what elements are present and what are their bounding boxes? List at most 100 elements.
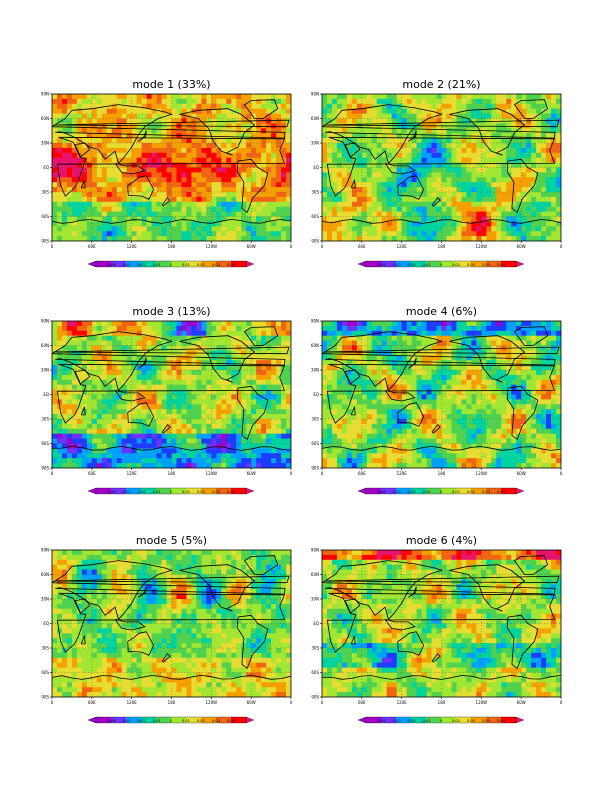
field-cell [441, 118, 448, 124]
field-cell [236, 221, 242, 227]
field-cell [261, 321, 267, 327]
field-cell [126, 206, 133, 213]
field-cell [541, 201, 547, 208]
field-cell [52, 340, 58, 347]
field-cell [356, 350, 363, 356]
field-cell [536, 98, 542, 105]
field-cell [271, 321, 277, 327]
field-cell [156, 216, 163, 222]
x-tick-label: 0 [321, 244, 324, 249]
field-cell [521, 201, 527, 208]
panel-title: mode 4 (6%) [406, 305, 477, 318]
field-cell [386, 335, 393, 342]
field-cell [261, 196, 267, 203]
field-cell [251, 138, 257, 144]
field-cell [226, 98, 232, 105]
field-cell [251, 463, 257, 468]
field-cell [186, 108, 193, 115]
field-cell [206, 414, 212, 420]
field-cell [391, 340, 398, 347]
field-cell [246, 221, 252, 227]
field-cell [156, 409, 163, 415]
field-cell [111, 321, 118, 327]
field-cell [551, 108, 557, 115]
field-cell [476, 206, 482, 213]
field-cell [121, 231, 128, 237]
field-cell [496, 138, 502, 144]
field-cell [541, 128, 547, 134]
field-cell [391, 236, 398, 241]
field-cell [86, 423, 93, 430]
field-cell [241, 428, 247, 435]
field-cell [136, 350, 143, 356]
field-cell [171, 157, 178, 164]
field-cell [286, 325, 291, 332]
field-cell [471, 113, 477, 120]
field-cell [371, 182, 378, 188]
field-cell [186, 192, 193, 198]
colorbar-arrow-right [245, 260, 255, 268]
field-cell [146, 409, 153, 415]
field-cell [116, 206, 123, 213]
field-cell [101, 177, 108, 183]
field-cell [221, 321, 227, 327]
field-cell [221, 133, 227, 139]
field-cell [52, 128, 58, 134]
field-cell [256, 463, 262, 468]
field-cell [101, 162, 108, 169]
field-cell [86, 355, 93, 361]
field-cell [236, 365, 242, 371]
field-cell [341, 113, 348, 120]
field-cell [161, 458, 168, 464]
y-tick-label: 90N [41, 92, 49, 97]
field-cell [276, 123, 282, 129]
field-cell [226, 221, 232, 227]
field-cell [551, 128, 557, 134]
field-cell [261, 404, 267, 410]
field-cell [366, 192, 373, 198]
field-cell [551, 206, 557, 213]
field-cell [111, 128, 118, 134]
field-cell [556, 325, 561, 332]
field-cell [536, 325, 542, 332]
field-cell [396, 201, 403, 208]
field-cell [286, 423, 291, 430]
field-cell [441, 157, 448, 164]
field-cell [81, 448, 88, 454]
field-cell [286, 123, 291, 129]
field-cell [176, 206, 183, 213]
field-cell [356, 236, 363, 241]
field-cell [146, 463, 153, 468]
field-cell [61, 143, 68, 149]
field-cell [231, 453, 237, 459]
field-cell [331, 98, 338, 105]
field-cell [206, 167, 212, 173]
field-cell [126, 443, 133, 449]
field-cell [546, 231, 552, 237]
field-cell [66, 433, 73, 440]
y-tick-label: 60S [41, 214, 49, 219]
field-cell [131, 162, 138, 169]
field-cell [371, 118, 378, 124]
field-cell [436, 206, 443, 213]
field-cell [126, 458, 133, 464]
field-cell [456, 335, 463, 342]
field-cell [241, 438, 247, 445]
field-cell [261, 458, 267, 464]
field-cell [131, 374, 138, 381]
field-cell [101, 419, 108, 425]
field-cell [346, 162, 353, 169]
field-cell [266, 221, 272, 227]
field-cell [421, 355, 428, 361]
field-cell [271, 221, 277, 227]
field-cell [66, 172, 73, 178]
field-cell [336, 182, 343, 188]
field-cell [336, 113, 343, 120]
field-cell [151, 453, 158, 459]
field-cell [141, 350, 148, 356]
field-cell [441, 172, 448, 178]
field-cell [546, 201, 552, 208]
colorbar-swatch [366, 261, 382, 267]
field-cell [246, 463, 252, 468]
field-cell [491, 133, 497, 139]
